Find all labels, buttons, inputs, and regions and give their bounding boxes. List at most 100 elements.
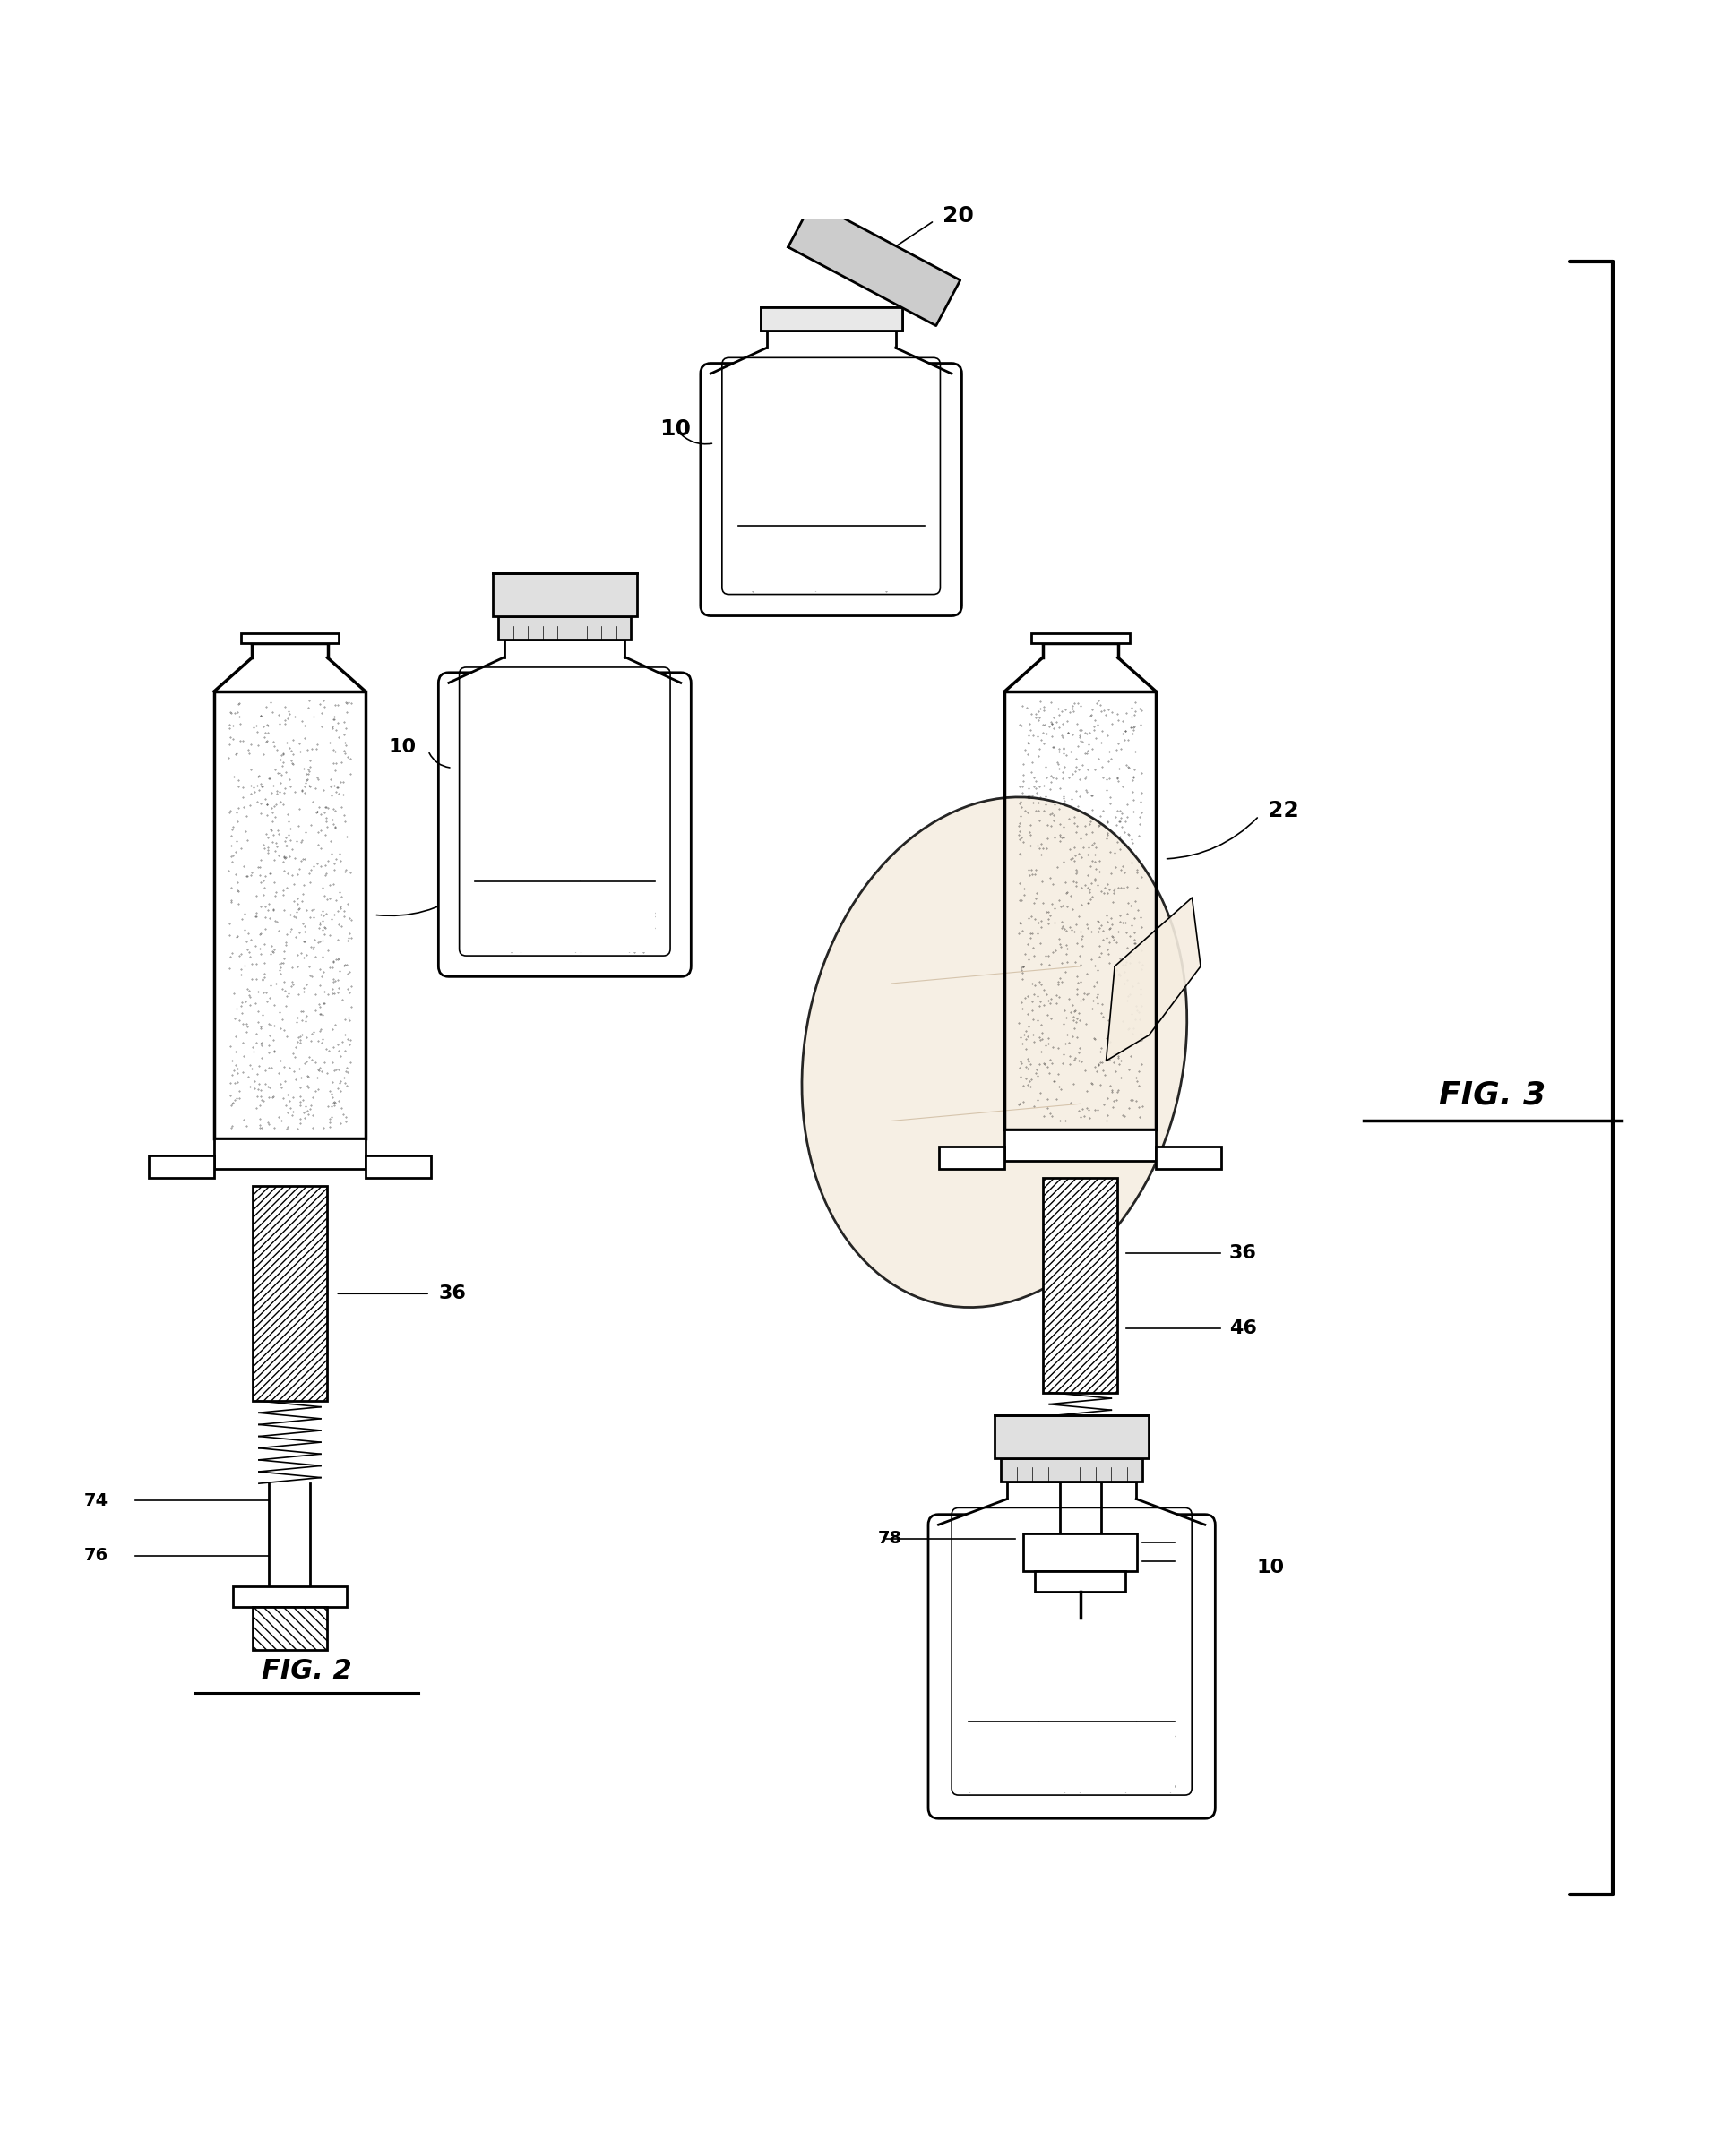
Point bbox=[1103, 733, 1130, 768]
Point bbox=[256, 761, 284, 796]
Point bbox=[1113, 929, 1141, 964]
Point bbox=[284, 1020, 312, 1054]
Point bbox=[833, 539, 860, 573]
Point bbox=[568, 925, 595, 959]
Point bbox=[1061, 1751, 1089, 1785]
Point bbox=[327, 1039, 355, 1074]
Point bbox=[225, 873, 253, 908]
Point bbox=[608, 931, 635, 966]
Point bbox=[218, 1059, 246, 1093]
Point bbox=[293, 1003, 320, 1037]
Point bbox=[254, 761, 282, 796]
Text: 80: 80 bbox=[1181, 1552, 1205, 1570]
Point bbox=[1021, 856, 1049, 890]
Point bbox=[230, 1039, 258, 1074]
Point bbox=[282, 1063, 310, 1097]
Point bbox=[846, 548, 874, 582]
Point bbox=[1116, 1755, 1144, 1789]
Point bbox=[272, 1063, 299, 1097]
Point bbox=[272, 972, 299, 1007]
Point bbox=[234, 972, 261, 1007]
Point bbox=[270, 946, 298, 981]
Point bbox=[289, 970, 317, 1005]
Point bbox=[251, 830, 279, 865]
Point bbox=[1020, 759, 1047, 793]
Point bbox=[254, 819, 282, 854]
Point bbox=[815, 533, 843, 567]
Point bbox=[988, 1740, 1016, 1774]
Point bbox=[1077, 873, 1104, 908]
Point bbox=[1084, 953, 1111, 987]
Point bbox=[216, 793, 244, 828]
Point bbox=[1103, 925, 1130, 959]
Point bbox=[296, 744, 324, 778]
Point bbox=[263, 733, 291, 768]
Point bbox=[306, 996, 334, 1031]
Point bbox=[284, 1000, 312, 1035]
Point bbox=[334, 957, 362, 992]
Point bbox=[563, 916, 590, 951]
Point bbox=[317, 763, 344, 798]
Point bbox=[282, 921, 310, 955]
Point bbox=[1156, 1710, 1184, 1744]
Point bbox=[1035, 1768, 1063, 1802]
Point bbox=[299, 785, 327, 819]
Point bbox=[561, 934, 589, 968]
Point bbox=[1040, 804, 1068, 839]
Point bbox=[1033, 977, 1061, 1011]
Point bbox=[315, 1074, 343, 1108]
Point bbox=[1046, 884, 1073, 918]
Point bbox=[492, 931, 519, 966]
Point bbox=[1009, 1067, 1037, 1102]
Point bbox=[235, 972, 263, 1007]
Point bbox=[1061, 843, 1089, 877]
Point bbox=[242, 985, 270, 1020]
Point bbox=[1025, 793, 1052, 828]
Point bbox=[1018, 852, 1046, 886]
Point bbox=[964, 1744, 992, 1779]
Point bbox=[599, 873, 627, 908]
Point bbox=[1066, 1100, 1094, 1134]
Point bbox=[1049, 780, 1077, 815]
Point bbox=[244, 714, 272, 748]
Point bbox=[249, 959, 277, 994]
Point bbox=[230, 789, 258, 824]
Point bbox=[338, 686, 365, 720]
Point bbox=[332, 1065, 360, 1100]
Point bbox=[1063, 1740, 1091, 1774]
Point bbox=[760, 537, 788, 571]
Point bbox=[215, 854, 242, 888]
Point bbox=[758, 522, 786, 556]
Point bbox=[744, 554, 772, 589]
Point bbox=[1104, 1041, 1132, 1076]
Point bbox=[275, 696, 303, 731]
Point bbox=[1113, 1774, 1141, 1809]
Point bbox=[1058, 757, 1085, 791]
Point bbox=[1106, 957, 1134, 992]
Point bbox=[325, 875, 353, 910]
Point bbox=[331, 946, 358, 981]
Text: 10: 10 bbox=[1257, 1559, 1284, 1576]
Point bbox=[756, 528, 784, 563]
Point bbox=[327, 910, 355, 944]
Point bbox=[997, 1744, 1025, 1779]
Point bbox=[1052, 1740, 1080, 1774]
Point bbox=[234, 916, 261, 951]
Point bbox=[253, 817, 280, 852]
Point bbox=[220, 1052, 248, 1087]
Point bbox=[1110, 966, 1137, 1000]
Point bbox=[1056, 1039, 1084, 1074]
Point bbox=[267, 785, 294, 819]
Point bbox=[743, 565, 770, 599]
Point bbox=[549, 916, 576, 951]
Point bbox=[220, 977, 248, 1011]
Point bbox=[874, 535, 902, 569]
Point bbox=[293, 1059, 320, 1093]
Point bbox=[509, 865, 537, 899]
Point bbox=[481, 873, 509, 908]
Point bbox=[319, 972, 346, 1007]
Point bbox=[1013, 1022, 1040, 1056]
Point bbox=[332, 694, 360, 729]
Point bbox=[235, 1048, 263, 1082]
Point bbox=[737, 554, 765, 589]
